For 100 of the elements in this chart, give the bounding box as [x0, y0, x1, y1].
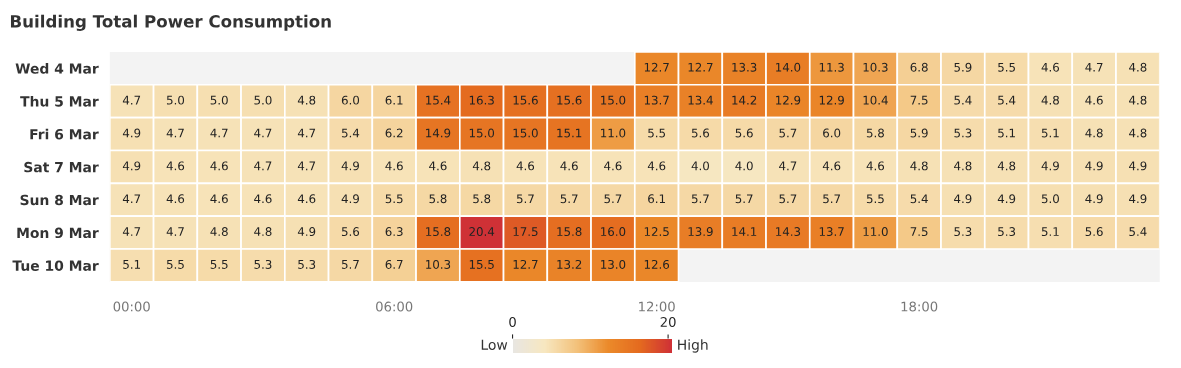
data-label: 7.5 — [910, 95, 928, 105]
data-label: 15.6 — [513, 95, 538, 105]
data-label: 11.0 — [863, 227, 888, 237]
x-tick-label: 12:00 — [639, 301, 675, 312]
data-label: 10.3 — [863, 62, 888, 72]
data-label: 4.9 — [122, 161, 141, 171]
y-tick-label: Sat 7 Mar — [24, 161, 99, 173]
color-bar-label: 0 — [509, 317, 516, 327]
data-label: 12.7 — [513, 259, 538, 269]
x-tick-label: 18:00 — [901, 301, 938, 312]
data-label: 5.6 — [735, 128, 753, 138]
data-label: 5.5 — [166, 260, 184, 269]
data-label: 4.6 — [210, 194, 228, 204]
data-label: 6.3 — [385, 227, 403, 237]
data-label: 4.8 — [910, 161, 928, 171]
data-label: 5.4 — [1129, 227, 1147, 237]
data-label: 13.9 — [688, 227, 713, 237]
data-label: 14.3 — [776, 227, 801, 237]
data-label: 4.9 — [954, 194, 972, 204]
data-label: 4.8 — [254, 227, 272, 237]
data-label: 4.6 — [297, 194, 316, 204]
data-label: 16.0 — [601, 227, 626, 237]
data-label: 16.3 — [469, 95, 494, 105]
data-label: 4.8 — [210, 227, 228, 237]
y-tick-label: Sun 8 Mar — [20, 194, 99, 206]
y-tick-label: Fri 6 Mar — [30, 128, 99, 140]
data-label: 4.8 — [297, 95, 316, 105]
data-label: 15.1 — [557, 128, 582, 138]
x-tick-label: 00:00 — [113, 301, 150, 312]
data-label: 13.3 — [732, 62, 757, 72]
data-label: 6.1 — [385, 95, 403, 105]
data-label: 5.7 — [735, 194, 753, 204]
data-label: 4.7 — [122, 227, 141, 236]
data-label: 4.6 — [166, 161, 185, 171]
data-label: 5.7 — [691, 194, 709, 204]
data-label: 14.2 — [732, 95, 757, 105]
data-label: 4.8 — [1129, 128, 1147, 138]
data-label: 4.9 — [1085, 161, 1103, 171]
data-label: 17.5 — [513, 227, 538, 237]
text: Low — [481, 339, 508, 350]
data-label: 4.7 — [210, 128, 228, 138]
chart-title: Building Total Power Consumption — [10, 14, 331, 31]
data-label: 4.6 — [1041, 62, 1060, 72]
data-label: 5.8 — [429, 194, 447, 204]
data-label: 10.3 — [426, 259, 451, 269]
data-label: 4.0 — [691, 161, 710, 171]
data-label: 5.4 — [910, 194, 928, 204]
data-label: 4.9 — [1085, 194, 1103, 204]
data-label: 4.8 — [954, 161, 972, 171]
data-label: 5.5 — [998, 62, 1015, 72]
data-label: 4.6 — [516, 161, 535, 171]
data-label: 11.3 — [819, 62, 844, 72]
data-label: 5.3 — [254, 259, 272, 269]
data-label: 12.7 — [688, 62, 713, 72]
data-label: 5.1 — [998, 128, 1015, 138]
data-label: 5.3 — [954, 227, 972, 237]
data-label: 7.5 — [910, 227, 928, 237]
data-label: 4.6 — [254, 194, 272, 204]
data-label: 13.7 — [819, 227, 844, 237]
data-label: 5.5 — [210, 260, 228, 269]
y-tick-label: Mon 9 Mar — [17, 227, 99, 239]
data-label: 12.6 — [644, 259, 670, 269]
data-label: 6.7 — [385, 259, 403, 269]
data-label: 13.2 — [557, 259, 582, 269]
data-label: 5.1 — [1041, 227, 1059, 237]
y-tick-label: Thu 5 Mar — [20, 95, 99, 107]
data-label: 4.7 — [1085, 62, 1103, 72]
data-label: 4.6 — [429, 161, 447, 171]
data-label: 5.4 — [954, 95, 972, 105]
data-label: 5.0 — [210, 95, 228, 105]
data-label: 5.7 — [779, 194, 797, 204]
data-label: 14.0 — [776, 62, 801, 72]
data-label: 15.4 — [426, 95, 451, 105]
data-label: 5.0 — [254, 95, 272, 105]
data-label: 5.1 — [123, 260, 140, 269]
data-label: 13.4 — [688, 95, 713, 105]
data-label: 4.0 — [735, 161, 753, 171]
data-label: 4.6 — [866, 161, 885, 171]
data-label: 4.9 — [297, 227, 316, 237]
data-label: 4.7 — [122, 95, 141, 105]
data-label: 4.9 — [341, 194, 359, 204]
data-label: 15.6 — [557, 95, 582, 105]
data-label: 5.9 — [954, 62, 972, 72]
data-label: 5.4 — [341, 128, 360, 138]
data-label: 4.9 — [1129, 161, 1147, 171]
data-label: 12.7 — [644, 62, 669, 72]
data-label: 14.1 — [732, 227, 757, 236]
data-label: 6.8 — [910, 62, 928, 72]
data-label: 15.0 — [601, 95, 626, 105]
data-label: 4.9 — [1041, 161, 1059, 171]
data-label: 4.8 — [1129, 62, 1147, 72]
data-label: 4.7 — [297, 161, 316, 171]
color-bar-label: 20 — [660, 317, 676, 327]
data-label: 5.3 — [954, 128, 972, 138]
data-label: 5.6 — [341, 227, 360, 237]
y-tick-label: Tue 10 Mar — [12, 260, 99, 271]
data-label: 5.7 — [341, 260, 359, 269]
data-label: 6.1 — [648, 194, 665, 204]
data-label: 4.6 — [385, 161, 403, 171]
data-label: 5.9 — [910, 128, 928, 138]
